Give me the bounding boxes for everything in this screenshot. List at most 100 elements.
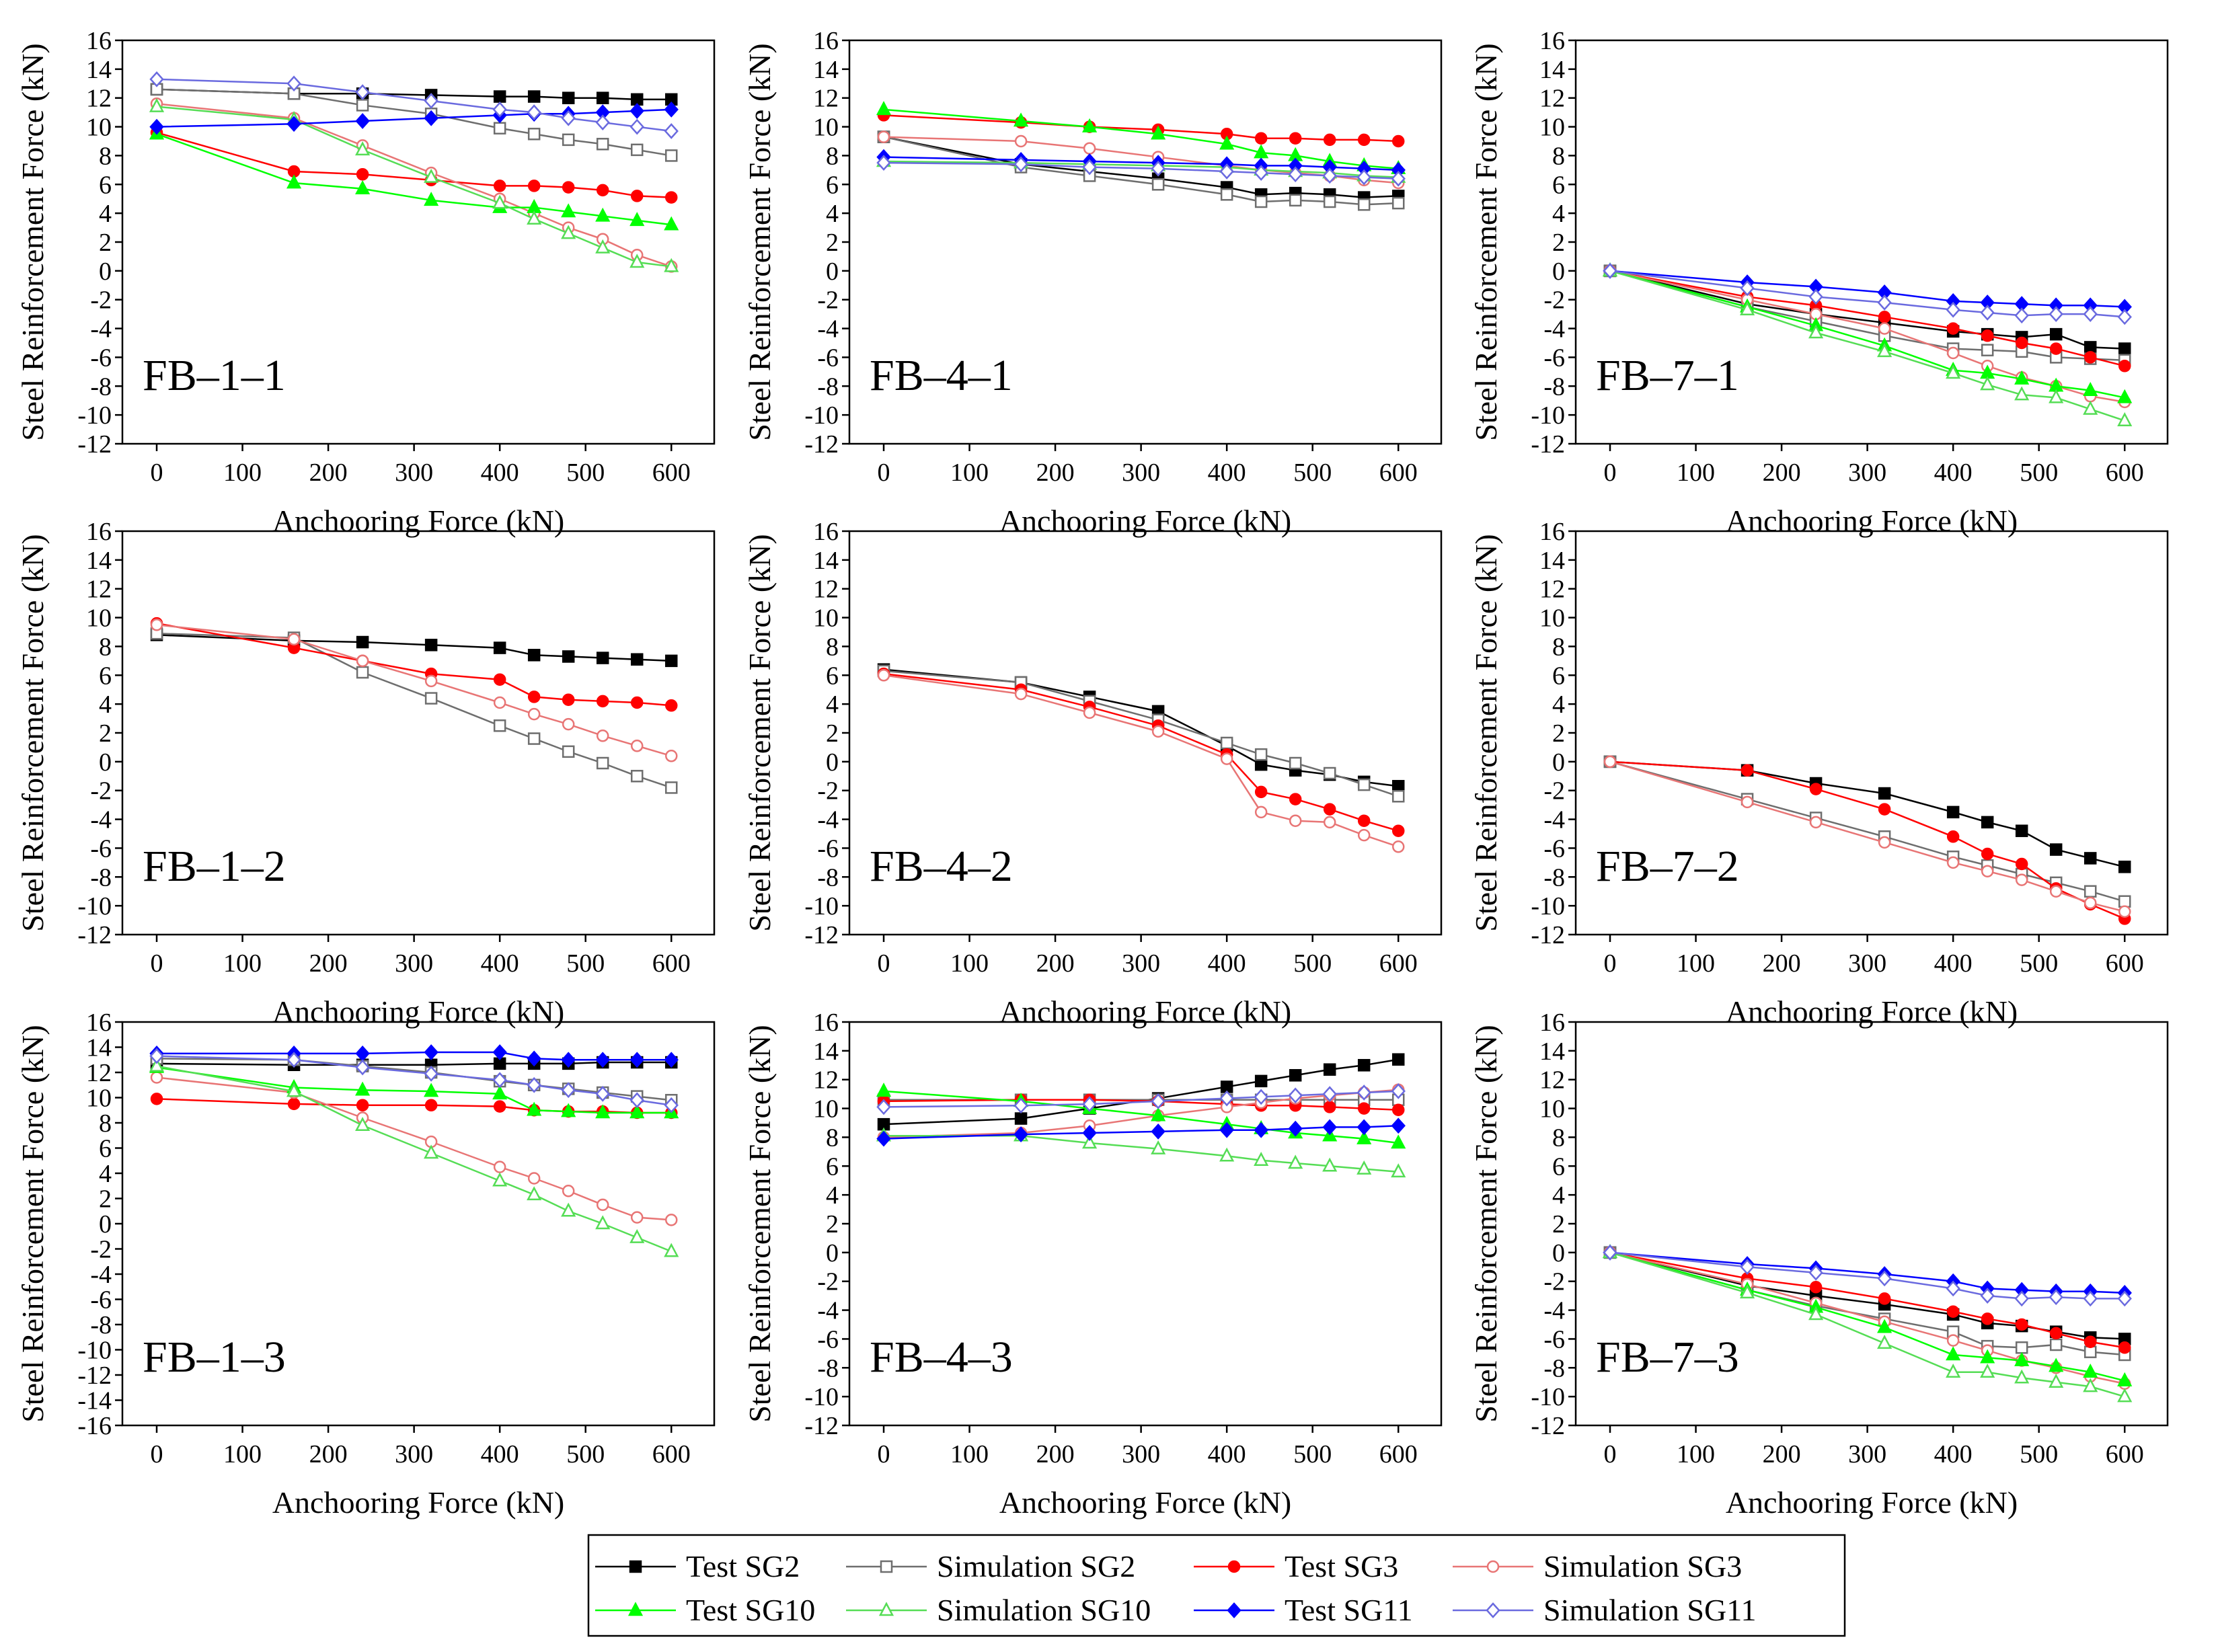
series-line (883, 108, 1399, 169)
y-tick-label: -12 (804, 430, 839, 459)
data-point (2118, 861, 2131, 873)
x-tick-label: 500 (566, 949, 605, 978)
y-tick-label: -10 (77, 401, 112, 430)
y-tick-label: 0 (99, 1210, 112, 1238)
y-tick-label: -12 (77, 921, 112, 949)
data-point (1288, 1154, 1303, 1169)
data-point (877, 669, 890, 682)
y-axis-title: Steel Reinforcement Force (kN) (1469, 43, 1503, 440)
series-test-sg3 (877, 667, 1405, 837)
x-tick-label: 600 (2106, 949, 2144, 978)
legend-entry-sim-sg2: Simulation SG2 (846, 1549, 1135, 1583)
data-point (1151, 1093, 1165, 1109)
series-line (1609, 760, 2125, 902)
series-line (1609, 270, 2125, 318)
y-tick-label: 14 (86, 547, 112, 575)
x-axis-title: Anchooring Force (kN) (272, 994, 564, 1029)
y-tick-label: -8 (817, 863, 839, 892)
data-point (629, 212, 645, 227)
data-point (1980, 305, 1995, 321)
data-point (2049, 342, 2063, 355)
series-line (157, 1061, 672, 1066)
data-point (2015, 857, 2028, 871)
data-point (1322, 1157, 1338, 1172)
data-point (149, 118, 164, 135)
data-point (2049, 1358, 2064, 1372)
data-point (1323, 195, 1336, 208)
y-tick-label: 6 (826, 662, 839, 690)
y-tick-label: 6 (1552, 171, 1565, 199)
data-point (629, 253, 645, 268)
y-tick-label: -2 (90, 1236, 112, 1264)
legend-marker (1486, 1602, 1500, 1618)
data-point (2083, 382, 2098, 396)
series-line (156, 1066, 672, 1114)
data-point (1946, 1305, 1960, 1318)
data-point (149, 71, 164, 87)
series-sim-sg11 (149, 71, 679, 139)
y-tick-label: 2 (99, 719, 112, 748)
series-line (156, 103, 672, 268)
data-point (527, 691, 541, 703)
y-tick-label: 2 (99, 229, 112, 257)
data-point (527, 1186, 542, 1201)
data-point (1740, 280, 1755, 297)
data-point (1878, 803, 1891, 816)
series-line (1609, 1251, 2125, 1349)
panel-label: FB–7–3 (1596, 1333, 1739, 1382)
data-point (424, 1044, 438, 1060)
x-tick-label: 300 (395, 459, 433, 487)
data-point (424, 1083, 439, 1097)
panel-label: FB–1–1 (143, 351, 286, 400)
data-point (1082, 1134, 1098, 1149)
data-point (1254, 1074, 1268, 1088)
y-tick-label: 12 (86, 85, 112, 113)
x-axis-title: Anchooring Force (kN) (999, 994, 1291, 1029)
data-point (595, 239, 611, 253)
data-point (492, 1072, 507, 1089)
x-tick-label: 100 (950, 949, 989, 978)
data-point (1254, 758, 1268, 771)
data-point (596, 1198, 609, 1212)
legend-entry-test-sg10: Test SG10 (595, 1593, 815, 1627)
series-sim-sg2 (150, 83, 678, 162)
data-point (1603, 1244, 1617, 1261)
data-point (1323, 1063, 1336, 1076)
data-point (356, 99, 369, 112)
data-point (629, 1228, 645, 1243)
panel-label: FB–4–1 (870, 351, 1013, 400)
y-tick-label: -10 (1531, 401, 1565, 430)
data-point (596, 756, 609, 770)
data-point (876, 101, 892, 116)
y-tick-label: -4 (817, 806, 839, 834)
data-point (629, 1092, 644, 1109)
x-tick-label: 100 (223, 949, 262, 978)
data-point (2049, 1289, 2063, 1306)
data-point (2083, 400, 2098, 415)
data-point (1288, 1087, 1303, 1104)
data-point (1808, 1264, 1823, 1281)
data-point (596, 652, 609, 664)
data-point (561, 1082, 576, 1099)
data-point (1323, 816, 1336, 829)
x-tick-label: 0 (1604, 1440, 1617, 1468)
x-tick-label: 400 (481, 459, 519, 487)
data-point (1083, 706, 1096, 719)
x-axis-title: Anchooring Force (kN) (999, 504, 1291, 538)
series-line (883, 114, 1399, 143)
series-line (1609, 1251, 2125, 1385)
y-tick-label: 14 (86, 1034, 112, 1062)
data-point (1809, 783, 1823, 795)
data-point (287, 633, 301, 645)
data-point (1220, 752, 1233, 765)
data-point (1877, 294, 1892, 311)
data-point (664, 654, 678, 668)
data-point (877, 130, 890, 143)
data-point (2015, 1318, 2028, 1331)
y-tick-label: -6 (817, 344, 839, 372)
data-point (1219, 1147, 1235, 1162)
panel-label: FB–7–1 (1596, 351, 1739, 400)
data-point (1151, 1140, 1166, 1154)
